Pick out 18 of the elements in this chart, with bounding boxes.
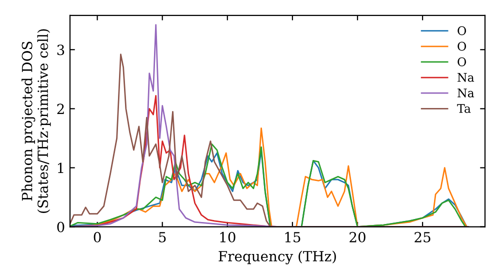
legend-label: O — [458, 26, 466, 36]
y-tick-label: 0 — [57, 222, 64, 232]
x-tick-label: 15 — [285, 232, 300, 242]
x-axis-title: Frequency (THz) — [218, 250, 336, 264]
x-tick-label: 20 — [350, 232, 366, 242]
x-tick-label: 10 — [220, 232, 236, 242]
y-tick-label: 3 — [57, 44, 64, 56]
y-axis-title: Phonon projected DOS (States/THz·primitive cell) — [22, 29, 51, 213]
x-tick-label: 5 — [159, 232, 166, 242]
y-tick-label: 1 — [58, 162, 64, 174]
legend-label: Ta — [457, 104, 471, 113]
legend-label: O — [458, 42, 466, 51]
legend-label: Na — [458, 88, 474, 98]
legend-label: Na — [458, 73, 474, 82]
y-tick-label: 2 — [57, 104, 64, 114]
x-tick-label: 0 — [94, 232, 101, 242]
x-tick-label: 25 — [414, 232, 430, 242]
legend-label: O — [458, 57, 466, 66]
